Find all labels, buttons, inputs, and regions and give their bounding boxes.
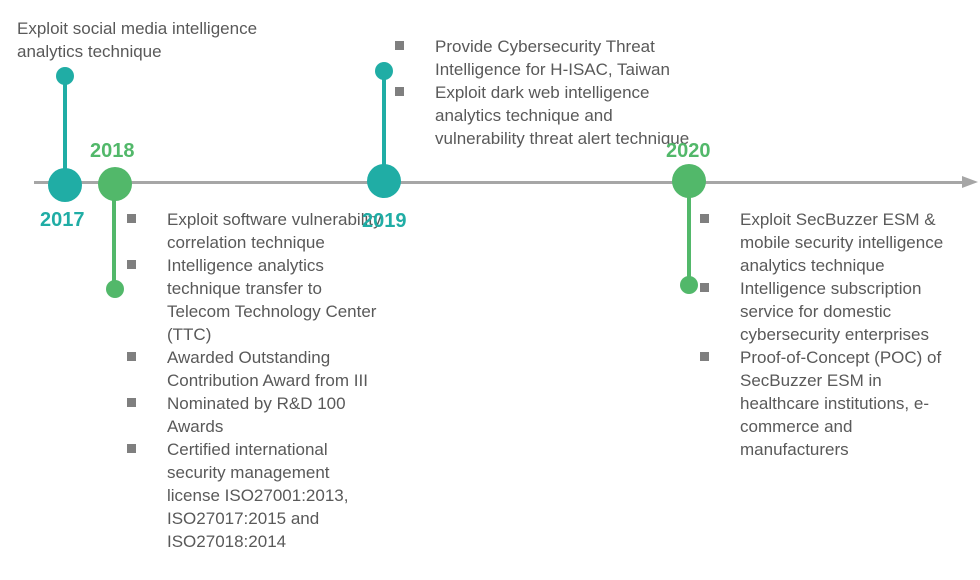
year-label-2019: 2019 <box>362 210 407 232</box>
timeline-axis <box>34 181 964 184</box>
stem-end-dot-2018 <box>106 280 124 298</box>
list-item: Awarded Outstanding Contribution Award f… <box>127 346 382 392</box>
milestone-list-2019: Provide Cybersecurity Threat Intelligenc… <box>395 35 695 150</box>
timeline-arrowhead <box>962 176 978 188</box>
list-item: Certified international security managem… <box>127 438 382 553</box>
stem-end-dot-2020 <box>680 276 698 294</box>
stem-2018 <box>112 185 116 289</box>
year-label-2020: 2020 <box>666 140 711 162</box>
list-item: Exploit SecBuzzer ESM & mobile security … <box>700 208 965 277</box>
milestone-dot-2017 <box>48 168 82 202</box>
milestone-dot-2018 <box>98 167 132 201</box>
list-item: Proof-of-Concept (POC) of SecBuzzer ESM … <box>700 346 965 461</box>
year-label-2018: 2018 <box>90 140 135 162</box>
milestone-text-2017: Exploit social media intelligence analyt… <box>17 19 258 61</box>
list-item: Exploit dark web intelligence analytics … <box>395 81 695 150</box>
list-item: Intelligence subscription service for do… <box>700 277 965 346</box>
list-item: Nominated by R&D 100 Awards <box>127 392 382 438</box>
milestone-dot-2019 <box>367 164 401 198</box>
list-item: Exploit software vulnerability correlati… <box>127 208 382 254</box>
milestone-dot-2020 <box>672 164 706 198</box>
milestone-list-2018: Exploit software vulnerability correlati… <box>127 208 382 553</box>
stem-end-dot-2019 <box>375 62 393 80</box>
list-item: Intelligence analytics technique transfe… <box>127 254 382 346</box>
milestone-list-2020: Exploit SecBuzzer ESM & mobile security … <box>700 208 965 461</box>
list-item: Provide Cybersecurity Threat Intelligenc… <box>395 35 695 81</box>
stem-end-dot-2017 <box>56 67 74 85</box>
year-label-2017: 2017 <box>40 209 85 231</box>
stem-2019 <box>382 72 386 182</box>
stem-2020 <box>687 185 691 285</box>
stem-2017 <box>63 78 67 182</box>
